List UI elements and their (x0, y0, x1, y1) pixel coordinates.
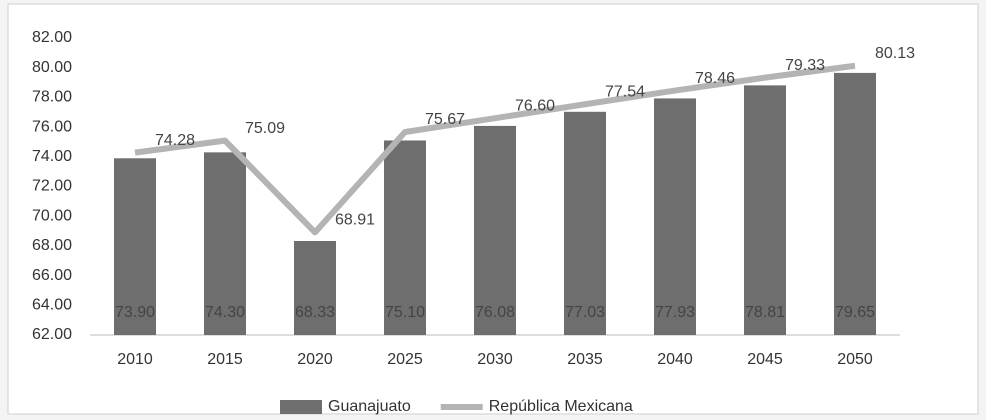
bar (474, 125, 516, 335)
y-tick-label: 64.00 (32, 297, 72, 314)
bar (564, 111, 606, 335)
bar (834, 72, 876, 336)
bar-value-label: 77.93 (655, 304, 695, 321)
y-tick-label: 74.00 (32, 148, 72, 165)
line-value-label: 76.60 (515, 97, 555, 114)
bar-value-label: 78.81 (745, 304, 785, 321)
line-value-label: 78.46 (695, 70, 735, 87)
x-tick-label: 2030 (477, 351, 513, 368)
bar-value-label: 76.08 (475, 304, 515, 321)
line-value-label: 75.67 (425, 111, 465, 128)
bar-value-label: 79.65 (835, 304, 875, 321)
line-value-label: 80.13 (875, 45, 915, 62)
x-tick-label: 2015 (207, 351, 243, 368)
y-tick-label: 62.00 (32, 326, 72, 343)
line (134, 62, 856, 236)
y-tick-label: 66.00 (32, 267, 72, 284)
y-tick-label: 82.00 (32, 29, 72, 46)
x-tick-label: 2040 (657, 351, 693, 368)
legend-label: Guanajuato (328, 398, 411, 415)
bar-value-label: 68.33 (295, 304, 335, 321)
line-value-label: 79.33 (785, 57, 825, 74)
x-tick-label: 2025 (387, 351, 423, 368)
bar (654, 98, 696, 335)
legend-swatch (280, 400, 322, 414)
bar (384, 140, 426, 335)
bar (114, 158, 156, 335)
bar-value-label: 75.10 (385, 304, 425, 321)
y-tick-label: 72.00 (32, 178, 72, 195)
y-tick-label: 68.00 (32, 237, 72, 254)
bar-value-label: 73.90 (115, 304, 155, 321)
line-value-label: 74.28 (155, 132, 195, 149)
x-tick-label: 2050 (837, 351, 873, 368)
x-tick-label: 2010 (117, 351, 153, 368)
bar (294, 240, 336, 335)
bar (744, 85, 786, 336)
y-tick-label: 78.00 (32, 89, 72, 106)
y-tick-label: 76.00 (32, 118, 72, 135)
line-value-label: 77.54 (605, 83, 645, 100)
y-tick-label: 70.00 (32, 207, 72, 224)
line-value-label: 68.91 (335, 212, 375, 229)
x-tick-label: 2035 (567, 351, 603, 368)
bar-value-label: 74.30 (205, 304, 245, 321)
x-tick-label: 2020 (297, 351, 333, 368)
x-tick-label: 2045 (747, 351, 783, 368)
bar-value-label: 77.03 (565, 304, 605, 321)
bar (204, 152, 246, 335)
legend-label: República Mexicana (489, 398, 633, 415)
y-tick-label: 80.00 (32, 59, 72, 76)
line-value-label: 75.09 (245, 120, 285, 137)
